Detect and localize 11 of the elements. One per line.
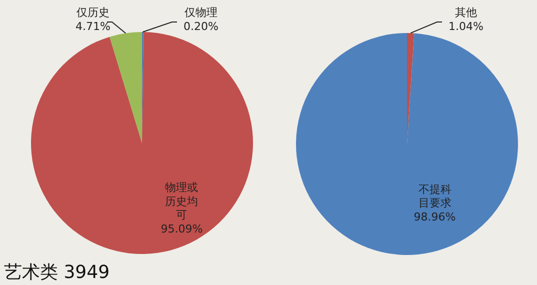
text: 艺术类 3949 [4, 262, 110, 283]
data-label: 4.71% [76, 20, 110, 33]
slice-label: 仅物理 [184, 6, 218, 19]
data-label: 1.04% [448, 20, 484, 33]
data-label: 95.09% [160, 222, 203, 236]
slice-label: 物理或历史均可 [165, 181, 198, 222]
slice-label: 仅历史 [76, 6, 110, 19]
data-label: 0.20% [184, 20, 218, 33]
slice-label: 不提科目要求 [418, 182, 452, 210]
slice-label: 其他 [455, 6, 477, 19]
data-label: 98.96% [414, 210, 456, 224]
